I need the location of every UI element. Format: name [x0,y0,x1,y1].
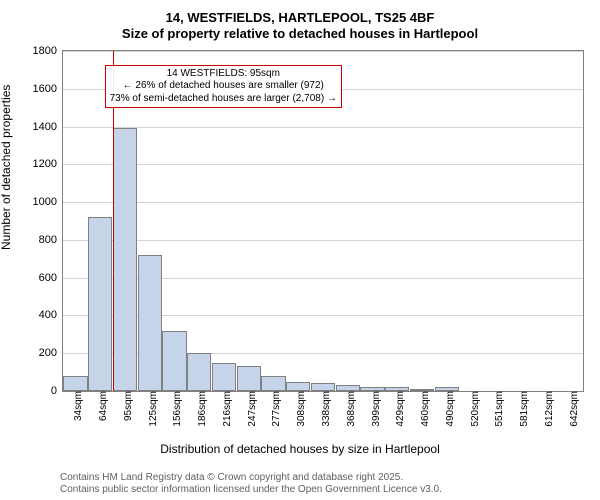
histogram-bar [138,255,162,391]
y-tick-label: 1400 [33,121,63,133]
x-tick-label: 156sqm [170,391,183,427]
x-tick-label: 338sqm [319,391,332,427]
x-tick-label: 429sqm [393,391,406,427]
histogram-bar [162,331,186,391]
x-tick-label: 95sqm [121,391,134,421]
annotation-line-2: ← 26% of detached houses are smaller (97… [110,80,337,93]
gridline [63,127,583,128]
annotation-line-3: 73% of semi-detached houses are larger (… [110,93,337,106]
footer-line-1: Contains HM Land Registry data © Crown c… [60,472,403,483]
gridline [63,51,583,52]
x-tick-label: 277sqm [269,391,282,427]
annotation-line-1: 14 WESTFIELDS: 95sqm [110,68,337,81]
x-tick-label: 460sqm [418,391,431,427]
title-line-1: 14, WESTFIELDS, HARTLEPOOL, TS25 4BF [0,10,600,25]
gridline [63,164,583,165]
x-tick-label: 247sqm [245,391,258,427]
title-line-2: Size of property relative to detached ho… [0,26,600,41]
histogram-bar [113,128,137,391]
x-tick-label: 34sqm [71,391,84,421]
x-axis-label: Distribution of detached houses by size … [0,442,600,456]
y-tick-label: 1800 [33,45,63,57]
y-tick-label: 400 [39,309,63,321]
histogram-bar [212,363,236,391]
x-tick-label: 399sqm [369,391,382,427]
x-tick-label: 520sqm [468,391,481,427]
x-tick-label: 368sqm [344,391,357,427]
x-tick-label: 216sqm [220,391,233,427]
annotation-box: 14 WESTFIELDS: 95sqm← 26% of detached ho… [105,65,342,109]
x-tick-label: 612sqm [542,391,555,427]
y-tick-label: 1200 [33,158,63,170]
histogram-bar [261,376,285,391]
x-tick-label: 551sqm [492,391,505,427]
y-tick-label: 1000 [33,196,63,208]
x-tick-label: 308sqm [294,391,307,427]
y-tick-label: 800 [39,234,63,246]
x-tick-label: 125sqm [146,391,159,427]
x-tick-label: 64sqm [96,391,109,421]
y-tick-label: 1600 [33,83,63,95]
y-tick-label: 200 [39,347,63,359]
gridline [63,202,583,203]
histogram-bar [88,217,112,391]
x-tick-label: 490sqm [443,391,456,427]
chart-plot-area: 02004006008001000120014001600180034sqm64… [62,50,584,392]
gridline [63,240,583,241]
footer-line-2: Contains public sector information licen… [60,484,442,495]
y-axis-label: Number of detached properties [0,85,13,250]
x-tick-label: 642sqm [567,391,580,427]
histogram-bar [311,383,335,391]
y-tick-label: 0 [51,385,63,397]
histogram-bar [187,353,211,391]
histogram-bar [286,382,310,391]
x-tick-label: 581sqm [517,391,530,427]
y-tick-label: 600 [39,272,63,284]
histogram-bar [237,366,261,391]
x-tick-label: 186sqm [195,391,208,427]
histogram-bar [63,376,87,391]
